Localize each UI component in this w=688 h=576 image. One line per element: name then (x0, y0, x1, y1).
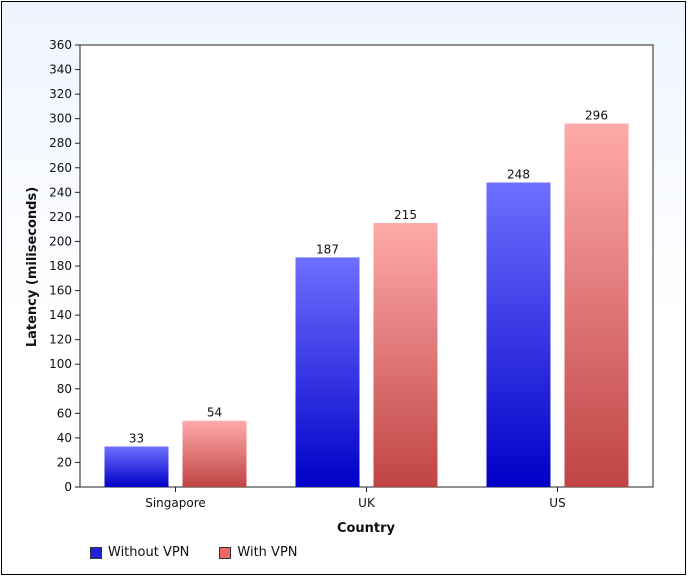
data-label: 187 (316, 242, 339, 256)
bar-singapore-with-vpn (182, 420, 247, 487)
x-tick-label: UK (358, 496, 376, 510)
y-tick-label: 280 (49, 136, 72, 150)
y-tick-label: 80 (57, 382, 72, 396)
data-label: 215 (394, 208, 417, 222)
y-tick-label: 20 (57, 455, 72, 469)
data-label: 54 (207, 406, 222, 420)
y-tick-label: 200 (49, 234, 72, 248)
plot-area (79, 44, 654, 488)
y-tick-label: 240 (49, 185, 72, 199)
bar-singapore-without-vpn (104, 446, 169, 487)
y-tick-label: 120 (49, 333, 72, 347)
legend-swatch-with-vpn (219, 546, 232, 559)
data-label: 33 (129, 431, 144, 445)
y-tick-label: 60 (57, 406, 72, 420)
bar-us-without-vpn (486, 182, 551, 487)
x-axis-label: Country (337, 521, 396, 536)
data-label: 296 (585, 109, 608, 123)
y-tick-label: 0 (64, 480, 72, 494)
y-tick-label: 40 (57, 431, 72, 445)
y-tick-label: 360 (49, 38, 72, 52)
y-tick-label: 140 (49, 308, 72, 322)
y-tick-label: 100 (49, 357, 72, 371)
y-tick-label: 260 (49, 161, 72, 175)
bar-us-with-vpn (564, 123, 629, 488)
x-tick-label: Singapore (145, 496, 206, 510)
legend-item-without-vpn: Without VPN (90, 545, 189, 560)
y-tick-label: 340 (49, 63, 72, 77)
bar-uk-with-vpn (373, 223, 438, 487)
legend-swatch-without-vpn (90, 546, 102, 559)
data-label: 248 (507, 168, 530, 182)
y-tick-label: 220 (49, 210, 72, 224)
legend-item-with-vpn: With VPN (219, 545, 298, 560)
y-tick-label: 300 (49, 112, 72, 126)
legend: Without VPN With VPN (90, 545, 298, 560)
bar-uk-without-vpn (295, 257, 360, 487)
x-tick-label: US (549, 496, 565, 510)
legend-label-without-vpn: Without VPN (108, 545, 190, 560)
y-tick-label: 180 (49, 259, 72, 273)
y-tick-label: 160 (49, 284, 72, 298)
legend-label-with-vpn: With VPN (237, 545, 298, 560)
y-axis-label: Latency (miliseconds) (25, 187, 40, 347)
y-tick-label: 320 (49, 87, 72, 101)
